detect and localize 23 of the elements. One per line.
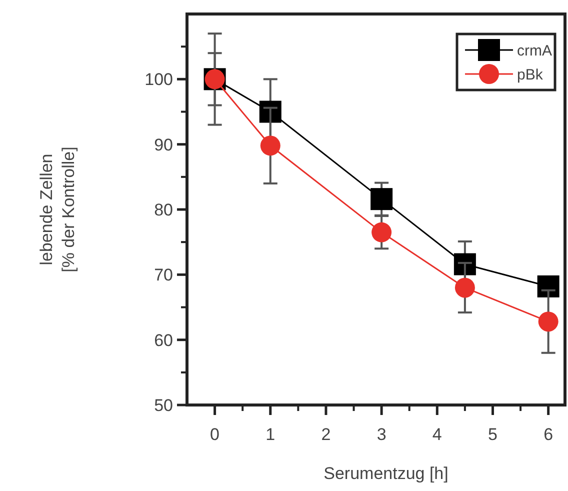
y-axis-title: lebende Zellen [% der Kontrolle] — [37, 146, 78, 272]
y-tick-label: 100 — [144, 70, 173, 90]
legend-label: pBk — [517, 66, 544, 84]
x-tick-label: 4 — [432, 425, 442, 444]
x-tick-label: 0 — [210, 425, 220, 444]
x-tick-label: 6 — [544, 425, 554, 444]
x-tick-label: 3 — [376, 425, 386, 444]
x-tick-label: 2 — [321, 425, 331, 444]
point — [538, 312, 558, 332]
point — [454, 278, 475, 298]
y-tick-label: 80 — [154, 200, 173, 220]
y-tick-label: 50 — [154, 396, 173, 415]
point — [260, 136, 280, 156]
x-axis-title: Serumentzug [h] — [324, 464, 448, 483]
y-tick-label: 90 — [154, 135, 173, 154]
point — [370, 188, 393, 210]
y-tick-label: 60 — [154, 330, 173, 350]
x-tick-label: 5 — [488, 425, 498, 444]
legend-label: crmA — [517, 42, 552, 60]
point — [372, 222, 392, 242]
y-tick-label: 70 — [154, 266, 173, 285]
point — [537, 275, 560, 298]
x-tick-label: 1 — [266, 425, 276, 444]
